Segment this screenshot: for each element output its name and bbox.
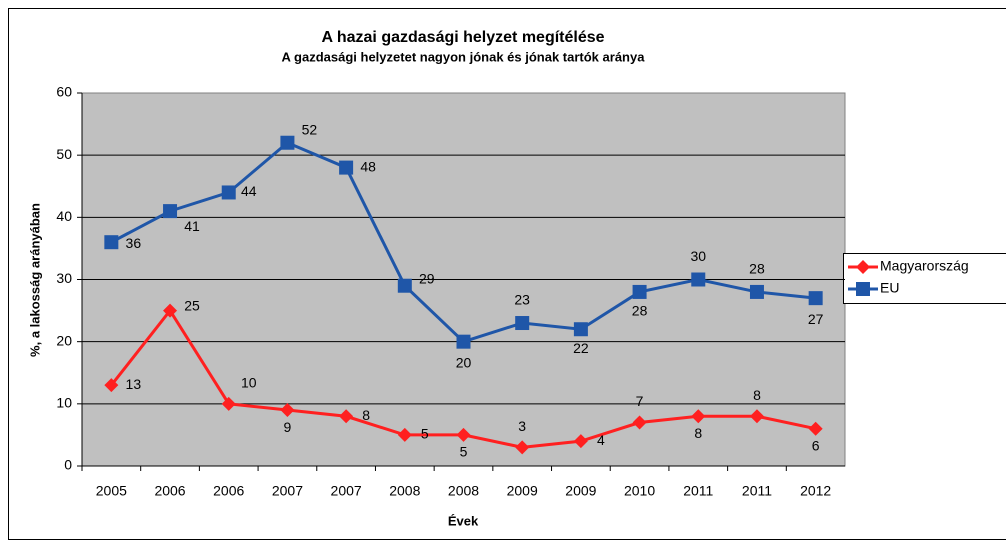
data-point bbox=[515, 316, 530, 331]
x-axis-label: Évek bbox=[448, 513, 479, 528]
x-tick-label: 2008 bbox=[389, 483, 420, 499]
data-label: 8 bbox=[753, 387, 761, 403]
data-point bbox=[456, 427, 471, 442]
data-label: 22 bbox=[573, 340, 589, 356]
data-point bbox=[163, 204, 178, 219]
y-tick-label: 40 bbox=[56, 208, 72, 224]
data-point bbox=[221, 396, 236, 411]
x-tick-label: 2007 bbox=[272, 483, 303, 499]
y-tick-label: 50 bbox=[56, 146, 72, 162]
data-label: 48 bbox=[360, 158, 376, 174]
x-tick-label: 2006 bbox=[154, 483, 185, 499]
data-point bbox=[749, 409, 764, 424]
data-label: 36 bbox=[126, 235, 142, 251]
data-point bbox=[280, 403, 295, 418]
data-point bbox=[856, 260, 870, 274]
data-point bbox=[104, 235, 119, 250]
y-tick-label: 30 bbox=[56, 270, 72, 286]
data-point bbox=[456, 334, 471, 349]
x-tick-label: 2006 bbox=[213, 483, 244, 499]
data-label: 25 bbox=[184, 297, 200, 313]
data-point bbox=[632, 415, 647, 430]
data-point bbox=[808, 421, 823, 436]
chart-title: A hazai gazdasági helyzet megítélése bbox=[321, 29, 604, 46]
data-point bbox=[339, 409, 354, 424]
chart-subtitle: A gazdasági helyzetet nagyon jónak és jó… bbox=[282, 49, 646, 64]
data-label: 44 bbox=[241, 183, 257, 199]
data-label: 29 bbox=[419, 270, 435, 286]
data-point bbox=[808, 291, 823, 306]
data-label: 28 bbox=[632, 303, 648, 319]
data-label: 41 bbox=[184, 218, 200, 234]
legend-label: EU bbox=[880, 280, 899, 296]
data-point bbox=[691, 272, 706, 287]
data-label: 6 bbox=[812, 437, 820, 453]
data-label: 23 bbox=[514, 292, 530, 308]
data-label: 27 bbox=[808, 311, 824, 327]
data-label: 7 bbox=[636, 393, 644, 409]
data-label: 4 bbox=[597, 432, 605, 448]
data-point bbox=[397, 427, 412, 442]
data-point bbox=[397, 278, 412, 293]
data-point bbox=[515, 440, 530, 455]
data-label: 20 bbox=[456, 354, 472, 370]
data-point bbox=[221, 185, 236, 200]
x-tick-label: 2007 bbox=[331, 483, 362, 499]
data-label: 52 bbox=[302, 121, 318, 137]
data-point bbox=[339, 160, 354, 175]
data-point bbox=[691, 409, 706, 424]
data-label: 8 bbox=[694, 425, 702, 441]
data-point bbox=[163, 303, 178, 318]
y-tick-label: 60 bbox=[56, 84, 72, 100]
data-point bbox=[280, 135, 295, 150]
data-point bbox=[632, 284, 647, 299]
x-tick-label: 2011 bbox=[742, 483, 772, 499]
x-tick-label: 2009 bbox=[507, 483, 538, 499]
x-tick-label: 2010 bbox=[624, 483, 655, 499]
y-tick-label: 10 bbox=[56, 395, 72, 411]
legend-label: Magyarország bbox=[880, 258, 969, 274]
data-label: 3 bbox=[518, 418, 526, 434]
data-label: 8 bbox=[362, 407, 370, 423]
data-label: 28 bbox=[749, 261, 765, 277]
y-axis-label: %, a lakosság arányában bbox=[27, 203, 42, 357]
data-label: 13 bbox=[126, 376, 142, 392]
data-point bbox=[104, 378, 119, 393]
x-tick-label: 2011 bbox=[683, 483, 713, 499]
data-point bbox=[749, 284, 764, 299]
data-point bbox=[856, 282, 870, 296]
y-tick-label: 0 bbox=[64, 457, 72, 473]
x-tick-label: 2005 bbox=[96, 483, 127, 499]
data-label: 9 bbox=[284, 419, 292, 435]
data-label: 30 bbox=[690, 248, 706, 264]
x-tick-label: 2008 bbox=[448, 483, 479, 499]
y-tick-label: 20 bbox=[56, 332, 72, 348]
data-point bbox=[573, 434, 588, 449]
data-point bbox=[573, 322, 588, 337]
x-tick-label: 2012 bbox=[800, 483, 831, 499]
x-tick-label: 2009 bbox=[565, 483, 596, 499]
data-label: 5 bbox=[421, 426, 429, 442]
data-label: 10 bbox=[241, 375, 257, 391]
legend bbox=[843, 253, 1006, 304]
data-label: 5 bbox=[460, 444, 468, 460]
